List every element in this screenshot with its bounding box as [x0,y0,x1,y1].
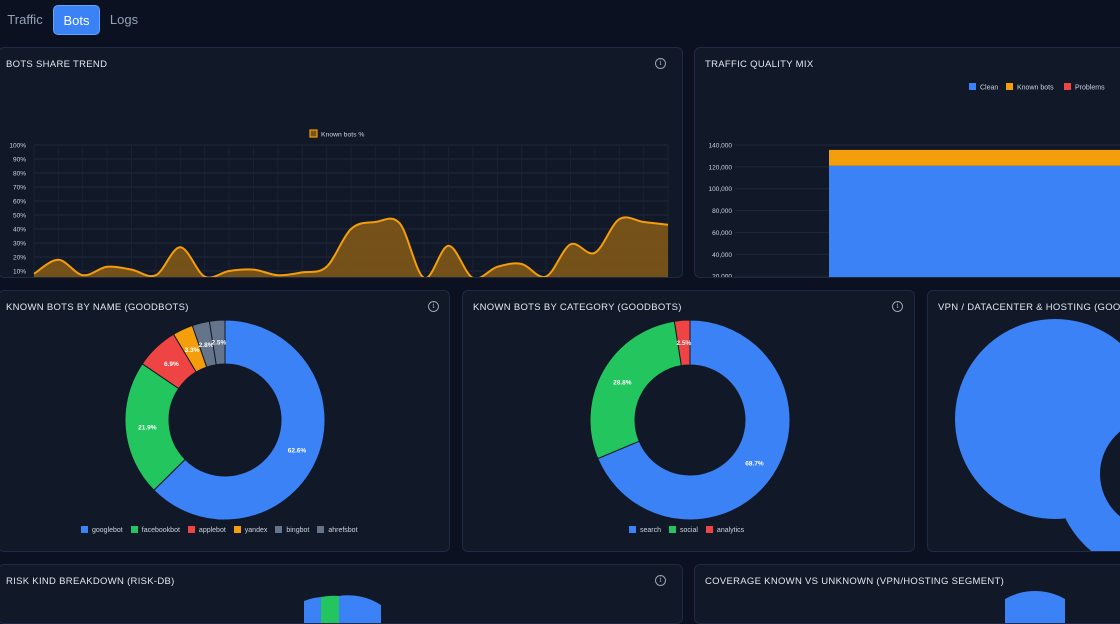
coverage-donut [695,565,1120,624]
known-bots-by-name-card: KNOWN BOTS BY NAME (GOODBOTS) i 62.6%21.… [0,290,450,552]
slice-label: 2.5% [677,340,692,347]
legend-label: Known bots [1017,85,1054,92]
risk-kind-breakdown-card: RISK KIND BREAKDOWN (RISK-DB) i [0,564,683,624]
y-tick-label: 50% [13,213,26,220]
y-tick-label: 10% [13,269,26,276]
legend-label: social [680,527,698,534]
bots-share-trend-chart: 0%10%20%30%40%50%60%70%80%90%100%03:44 P… [0,48,683,278]
legend-label: facebookbot [142,527,180,534]
legend-swatch [629,526,636,533]
y-tick-label: 140,000 [709,143,733,150]
tab-bots[interactable]: Bots [53,5,100,35]
slice-label: 62.6% [288,448,307,455]
legend-label: search [640,527,661,534]
legend-label: Known bots % [321,132,364,139]
legend-swatch [234,526,241,533]
traffic-quality-mix-chart: 020,00040,00060,00080,000100,000120,0001… [695,48,1120,278]
legend-item[interactable]: facebookbot [131,526,180,534]
legend-item[interactable]: applebot [188,526,226,534]
legend-label: googlebot [92,527,123,534]
legend-label: bingbot [286,527,309,534]
vpn-datacenter-donut [928,291,1120,552]
legend-item[interactable]: yandex [234,526,268,534]
legend-swatch [1064,83,1071,90]
y-tick-label: 40% [13,227,26,234]
y-tick-label: 100% [9,143,26,150]
donut-segment [304,597,321,624]
vpn-datacenter-card: VPN / DATACENTER & HOSTING (GOODB [927,290,1120,552]
y-tick-label: 90% [13,157,26,164]
y-tick-label: 100,000 [709,186,733,193]
legend-item[interactable]: ahrefsbot [317,526,357,534]
legend-swatch [1006,83,1013,90]
donut-segment [1005,591,1065,624]
legend-label: analytics [717,527,744,534]
legend-swatch [310,130,317,137]
traffic-quality-mix-card: TRAFFIC QUALITY MIX 020,00040,00060,0008… [694,47,1120,278]
slice-label: 6.9% [164,361,179,368]
bots-share-trend-card: BOTS SHARE TREND i 0%10%20%30%40%50%60%7… [0,47,683,278]
legend-swatch [317,526,324,533]
donut-legend: search social analytics [629,526,752,534]
slice-label: 2.5% [211,340,226,347]
legend-label: yandex [245,527,268,534]
slice-label: 68.7% [745,460,764,467]
y-tick-label: 20,000 [712,274,732,278]
legend-item[interactable]: bingbot [275,526,309,534]
y-tick-label: 30% [13,241,26,248]
legend-item[interactable]: analytics [706,526,744,534]
legend-label: Clean [980,85,998,92]
legend-swatch [969,83,976,90]
known-bots-by-category-donut: 68.7% 28.8% 2.5% [463,291,915,552]
legend-swatch [188,526,195,533]
y-tick-label: 80,000 [712,208,732,215]
known-bots-by-category-card: KNOWN BOTS BY CATEGORY (GOODBOTS) i 68.7… [462,290,915,552]
slice-label: 21.9% [138,425,157,432]
legend-label: ahrefsbot [328,527,357,534]
legend-swatch [275,526,282,533]
legend-swatch [81,526,88,533]
y-tick-label: 70% [13,185,26,192]
known-bots-by-name-donut: 62.6%21.9%6.9%3.3%2.8%2.5% [0,291,450,552]
slice-label: 28.8% [613,380,632,387]
legend-swatch [669,526,676,533]
tab-logs[interactable]: Logs [104,5,144,35]
y-tick-label: 60% [13,199,26,206]
y-tick-label: 40,000 [712,252,732,259]
y-tick-label: 80% [13,171,26,178]
tab-traffic[interactable]: Traffic [0,5,50,35]
legend-label: Problems [1075,85,1105,92]
legend-item[interactable]: social [669,526,698,534]
coverage-card: COVERAGE KNOWN VS UNKNOWN (VPN/HOSTING S… [694,564,1120,624]
slice-label: 3.3% [185,347,200,354]
donut-segment [590,321,681,458]
bar-segment [829,166,1120,278]
bar-segment [829,150,1120,166]
y-tick-label: 120,000 [709,164,733,171]
legend-item[interactable]: googlebot [81,526,123,534]
y-tick-label: 20% [13,255,26,262]
legend-swatch [131,526,138,533]
legend-label: applebot [199,527,226,534]
y-tick-label: 60,000 [712,230,732,237]
donut-legend: googlebot facebookbot applebot yandex bingbo… [81,526,366,534]
legend-swatch [706,526,713,533]
risk-kind-donut [0,565,683,624]
legend-item[interactable]: search [629,526,661,534]
